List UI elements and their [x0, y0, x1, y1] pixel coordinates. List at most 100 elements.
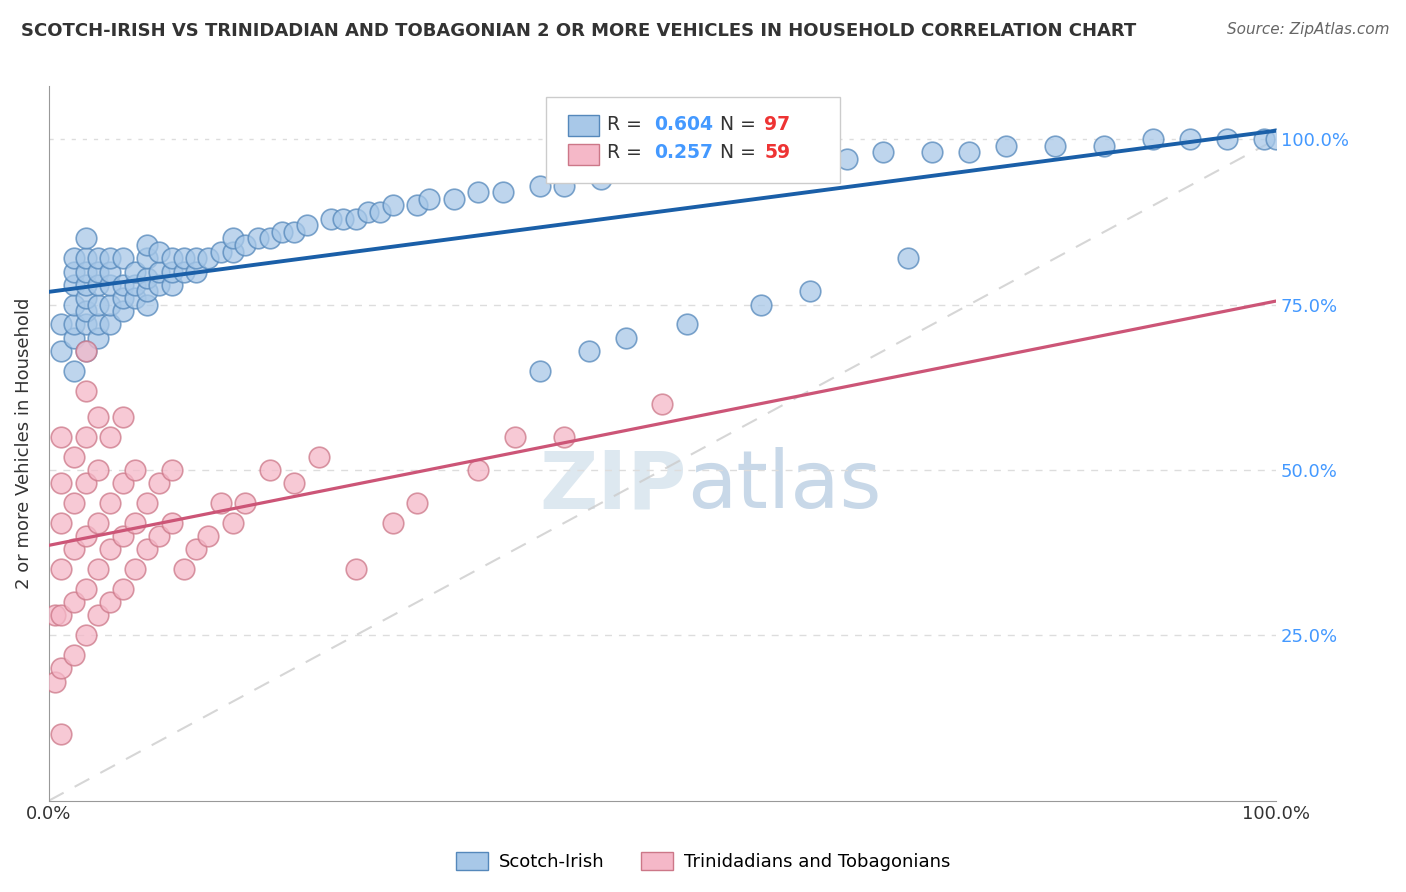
Point: [529, 364, 551, 378]
Point: [749, 297, 772, 311]
Point: [160, 516, 183, 530]
Point: [1178, 132, 1201, 146]
Point: [98, 252, 121, 266]
Point: [503, 430, 526, 444]
Point: [173, 264, 195, 278]
Point: [443, 192, 465, 206]
Point: [148, 277, 170, 292]
Point: [148, 476, 170, 491]
Point: [75, 318, 97, 332]
Point: [186, 264, 208, 278]
Point: [62, 595, 84, 609]
Point: [75, 231, 97, 245]
Point: [51, 608, 73, 623]
Point: [381, 516, 404, 530]
Point: [136, 252, 159, 266]
Point: [921, 145, 943, 160]
Point: [995, 139, 1018, 153]
Point: [51, 562, 73, 576]
Point: [111, 291, 134, 305]
Point: [676, 318, 699, 332]
Point: [418, 192, 440, 206]
Point: [87, 516, 110, 530]
Point: [62, 252, 84, 266]
Text: ZIP: ZIP: [540, 448, 688, 525]
Point: [62, 297, 84, 311]
Point: [75, 430, 97, 444]
Point: [98, 430, 121, 444]
Point: [136, 271, 159, 285]
Point: [87, 264, 110, 278]
Point: [136, 542, 159, 557]
Point: [578, 343, 600, 358]
Point: [44, 674, 66, 689]
Text: N =: N =: [720, 144, 762, 162]
Point: [368, 205, 391, 219]
Point: [160, 252, 183, 266]
Point: [51, 318, 73, 332]
Point: [51, 430, 73, 444]
Point: [98, 496, 121, 510]
Point: [75, 529, 97, 543]
Text: R =: R =: [607, 144, 648, 162]
Point: [321, 211, 343, 226]
Point: [75, 384, 97, 398]
Point: [1216, 132, 1239, 146]
Point: [51, 727, 73, 741]
Point: [957, 145, 980, 160]
Point: [51, 343, 73, 358]
Point: [44, 608, 66, 623]
Text: 59: 59: [765, 144, 790, 162]
Point: [872, 145, 894, 160]
Point: [799, 285, 821, 299]
Point: [222, 231, 245, 245]
Point: [357, 205, 380, 219]
Text: 0.257: 0.257: [654, 144, 713, 162]
Text: SCOTCH-IRISH VS TRINIDADIAN AND TOBAGONIAN 2 OR MORE VEHICLES IN HOUSEHOLD CORRE: SCOTCH-IRISH VS TRINIDADIAN AND TOBAGONI…: [21, 22, 1136, 40]
Point: [98, 264, 121, 278]
Point: [98, 297, 121, 311]
Point: [124, 277, 146, 292]
Point: [295, 219, 318, 233]
Point: [209, 244, 232, 259]
Point: [124, 463, 146, 477]
Text: R =: R =: [607, 115, 648, 134]
Point: [627, 165, 650, 179]
Point: [124, 516, 146, 530]
Point: [87, 608, 110, 623]
Text: 97: 97: [765, 115, 790, 134]
Point: [222, 516, 245, 530]
Point: [75, 264, 97, 278]
Point: [87, 297, 110, 311]
Point: [197, 529, 219, 543]
Point: [111, 410, 134, 425]
FancyBboxPatch shape: [568, 115, 599, 136]
Point: [75, 291, 97, 305]
Point: [51, 661, 73, 675]
Point: [62, 364, 84, 378]
Point: [246, 231, 269, 245]
Point: [1092, 139, 1115, 153]
Point: [111, 304, 134, 318]
Point: [308, 450, 330, 464]
Point: [1265, 132, 1288, 146]
Point: [467, 463, 489, 477]
Point: [87, 318, 110, 332]
Point: [1142, 132, 1164, 146]
Text: N =: N =: [720, 115, 762, 134]
Point: [124, 264, 146, 278]
Point: [259, 463, 281, 477]
Point: [344, 562, 367, 576]
Point: [529, 178, 551, 193]
Point: [62, 331, 84, 345]
Point: [75, 476, 97, 491]
Point: [233, 238, 256, 252]
Point: [111, 476, 134, 491]
Point: [51, 516, 73, 530]
Point: [651, 397, 673, 411]
Point: [591, 172, 613, 186]
Point: [283, 225, 305, 239]
Point: [186, 542, 208, 557]
Point: [160, 463, 183, 477]
Point: [725, 159, 748, 173]
